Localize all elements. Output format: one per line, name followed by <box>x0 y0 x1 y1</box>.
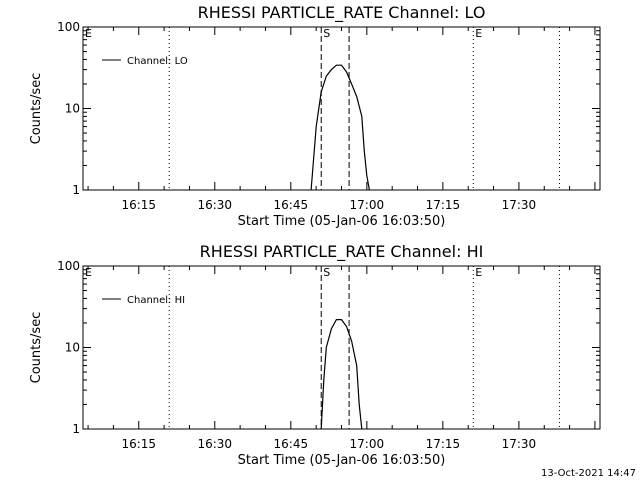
panel2-marker-label: E <box>85 266 92 279</box>
panel1-y-tick-label: 10 <box>65 102 80 116</box>
panel2-series-line <box>320 319 363 430</box>
panel2-x-tick-label: 17:30 <box>502 437 537 451</box>
panel2-marker-label: S <box>323 266 330 279</box>
panel2-x-tick-label: 16:15 <box>121 437 156 451</box>
panel1-y-axis-label: Counts/sec <box>29 73 44 145</box>
panel1-x-tick-label: 17:15 <box>426 198 461 212</box>
panel2-legend-label: Channel: HI <box>127 295 185 306</box>
panel1-marker-label: E <box>475 27 482 40</box>
panel1-marker-label: S <box>323 27 330 40</box>
panel2-title: RHESSI PARTICLE_RATE Channel: HI <box>200 242 484 262</box>
panel1-title: RHESSI PARTICLE_RATE Channel: LO <box>198 3 486 23</box>
panel1-frame <box>82 26 601 191</box>
panel2-y-axis-label: Counts/sec <box>29 312 44 384</box>
panel2-x-tick-label: 16:30 <box>197 437 232 451</box>
panel2-x-tick-label: 16:45 <box>274 437 309 451</box>
panel1-x-tick-label: 17:00 <box>350 198 385 212</box>
panel2-y-tick-label: 10 <box>65 341 80 355</box>
panel1-y-tick-label: 100 <box>57 20 80 34</box>
panel1-x-tick-label: 17:30 <box>502 198 537 212</box>
panel2-y-tick-label: 1 <box>72 422 80 436</box>
panel1-x-tick-label: 16:45 <box>274 198 309 212</box>
panel2-y-tick-label: 100 <box>57 259 80 273</box>
panel1-x-axis-label: Start Time (05-Jan-06 16:03:50) <box>238 214 446 229</box>
panel2-x-tick-label: 17:00 <box>350 437 385 451</box>
panel1-marker-label: E <box>85 27 92 40</box>
panel1-legend-label: Channel: LO <box>127 56 188 67</box>
panel2-x-tick-label: 17:15 <box>426 437 461 451</box>
panel1-x-tick-label: 16:15 <box>121 198 156 212</box>
panel2-marker-label: E <box>475 266 482 279</box>
panel2-x-axis-label: Start Time (05-Jan-06 16:03:50) <box>238 453 446 468</box>
panel2-frame <box>82 265 601 430</box>
panel1-x-tick-label: 16:30 <box>197 198 232 212</box>
panel1-y-tick-label: 1 <box>72 183 80 197</box>
panel1-series-line <box>310 64 370 191</box>
